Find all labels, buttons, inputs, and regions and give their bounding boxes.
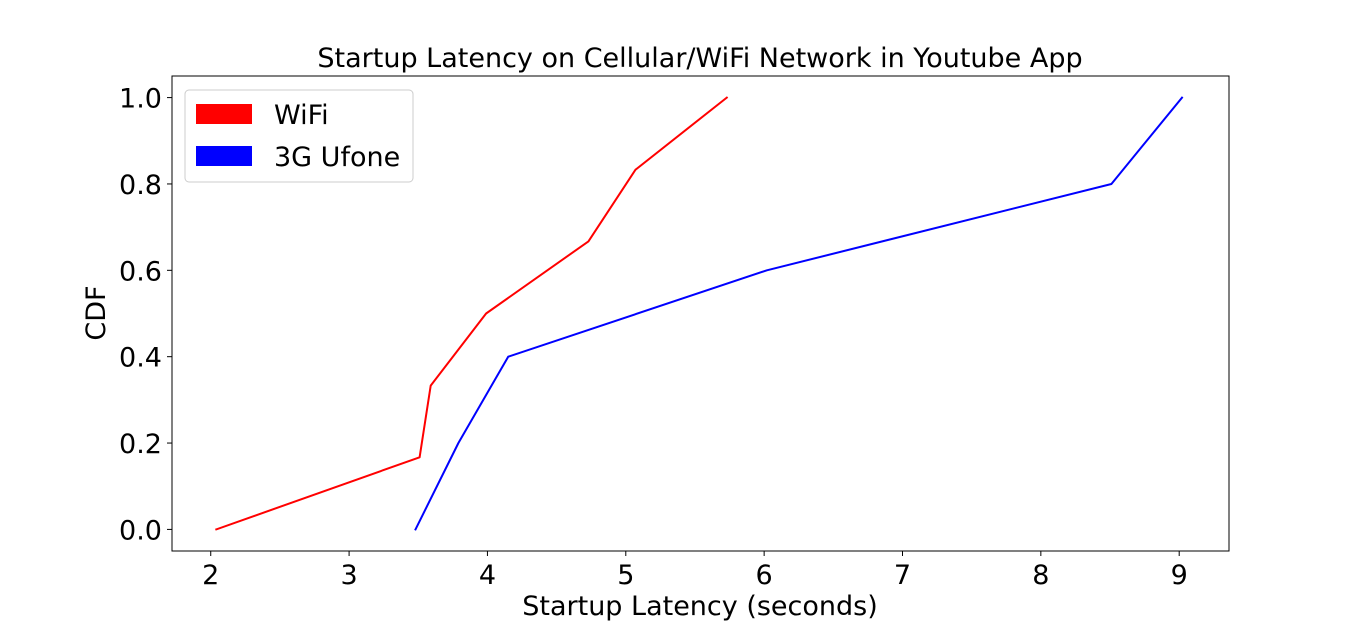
y-tick-label: 0.4: [119, 343, 162, 374]
legend-label: WiFi: [274, 100, 329, 131]
y-tick-label: 0.8: [119, 170, 162, 201]
chart-title: Startup Latency on Cellular/WiFi Network…: [317, 43, 1082, 74]
x-tick-label: 3: [340, 560, 357, 591]
y-tick-label: 0.2: [119, 429, 162, 460]
y-axis-label: CDF: [81, 285, 112, 340]
plot-area: 2 3 4 5 6 7 8 9 0.0 0.2 0.4 0.6 0.8 1.0 WiFi 3G Ufone: [119, 75, 1230, 591]
x-tick-label: 4: [479, 560, 496, 591]
x-axis-label: Startup Latency (seconds): [522, 591, 878, 622]
y-tick-label: 0.6: [119, 256, 162, 287]
series-line-3g-ufone: [414, 96, 1184, 531]
plot-frame: [171, 75, 1230, 552]
series-line-wifi: [215, 96, 729, 531]
x-tick-label: 8: [1032, 560, 1049, 591]
x-tick-label: 2: [202, 560, 219, 591]
y-tick-label: 0.0: [119, 515, 162, 546]
legend-label: 3G Ufone: [274, 142, 400, 173]
legend-swatch: [196, 104, 252, 124]
legend-swatch: [196, 146, 252, 166]
x-tick-label: 5: [617, 560, 634, 591]
y-tick-label: 1.0: [119, 84, 162, 115]
x-tick-label: 9: [1171, 560, 1188, 591]
x-tick-label: 6: [756, 560, 773, 591]
x-tick-label: 7: [894, 560, 911, 591]
